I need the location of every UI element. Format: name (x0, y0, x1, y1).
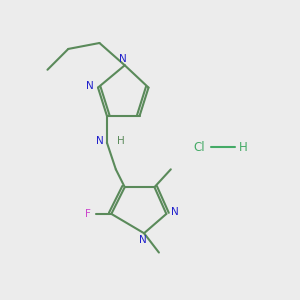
Text: Cl: Cl (193, 140, 205, 154)
Text: H: H (239, 140, 248, 154)
Text: N: N (139, 235, 146, 245)
Text: F: F (85, 209, 91, 219)
Text: N: N (86, 81, 94, 91)
Text: N: N (171, 207, 178, 218)
Text: H: H (117, 136, 125, 146)
Text: N: N (119, 54, 127, 64)
Text: N: N (96, 136, 104, 146)
